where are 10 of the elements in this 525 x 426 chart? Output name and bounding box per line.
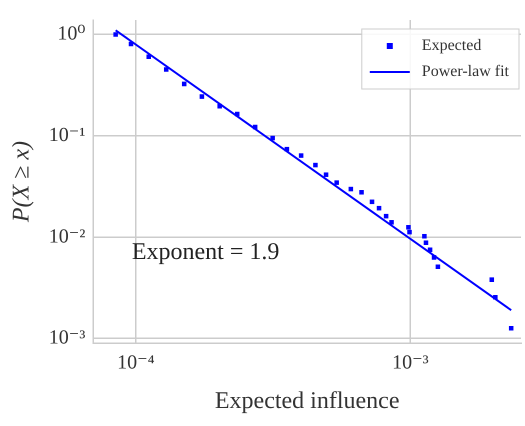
y-tick-label: 10⁻¹ xyxy=(48,124,86,146)
x-axis-title: Expected influence xyxy=(214,388,400,414)
x-tick-label: 10⁻⁴ xyxy=(117,351,155,374)
y-tick-label: 10⁻² xyxy=(48,225,86,248)
y-axis-title: P(X ≥ x) xyxy=(8,141,35,224)
y-tick-label: 10⁻³ xyxy=(48,326,86,349)
legend-label: Power-law fit xyxy=(422,63,510,80)
annotation: Exponent = 1.9 xyxy=(132,239,280,265)
y-tick-label: 10⁰ xyxy=(57,22,86,45)
legend-label: Expected xyxy=(422,37,482,54)
